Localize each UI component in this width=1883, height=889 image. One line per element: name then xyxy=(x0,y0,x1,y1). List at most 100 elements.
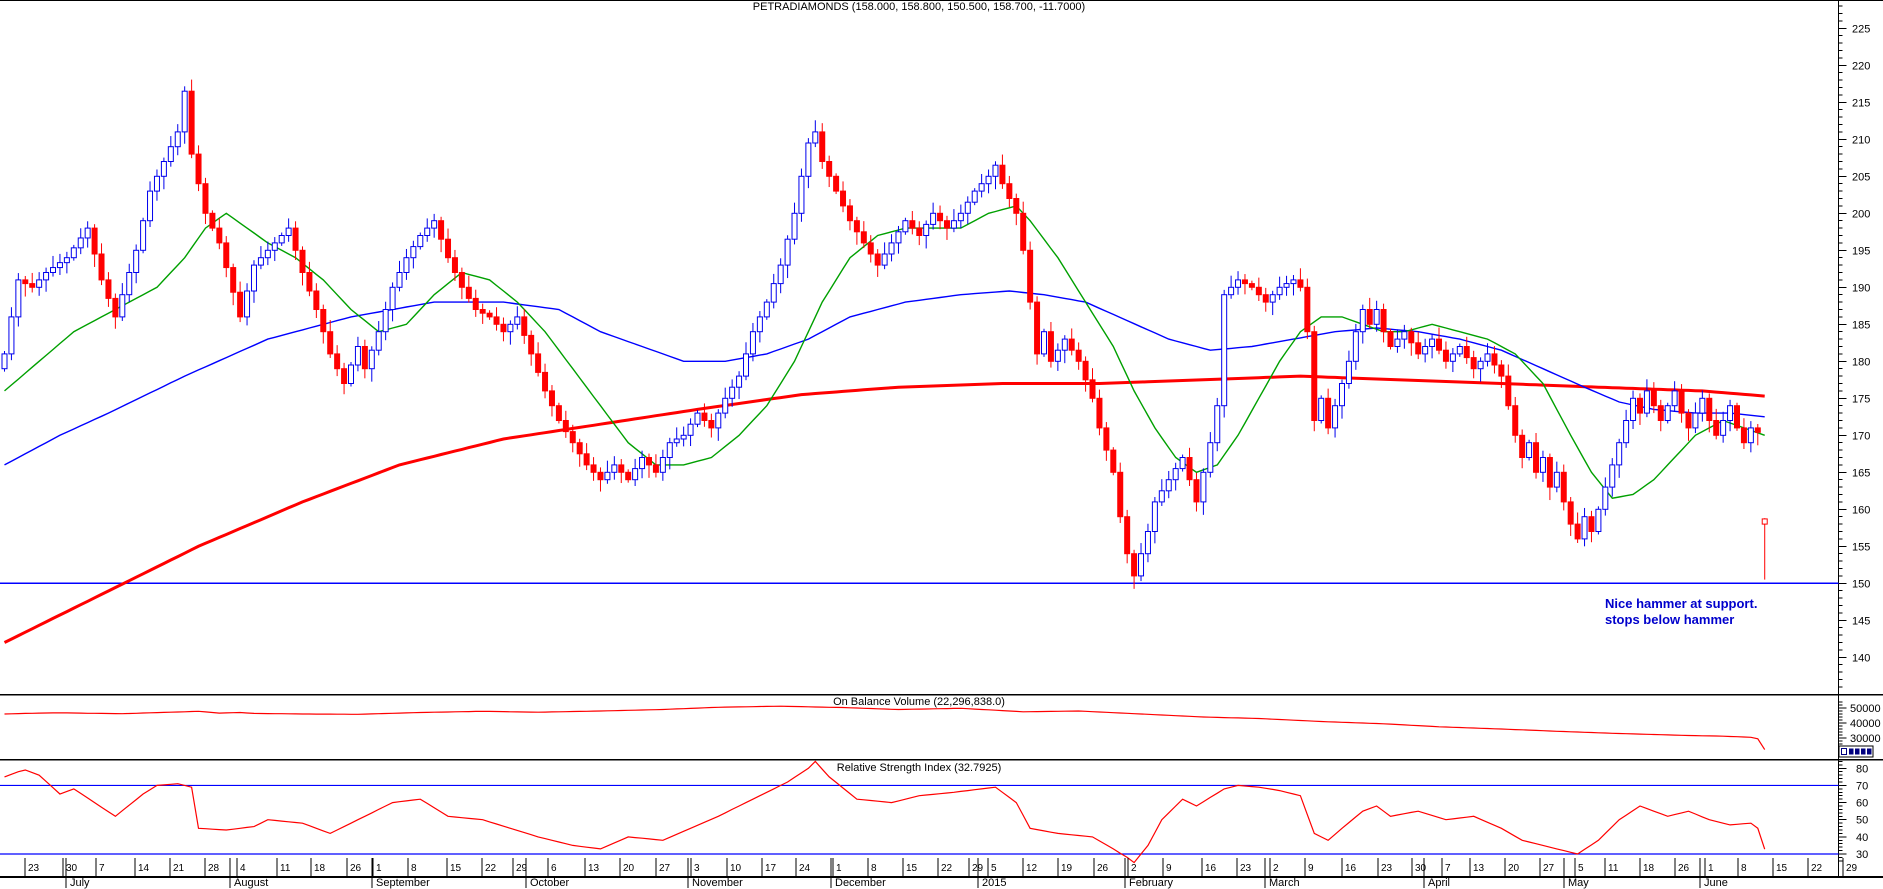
candle xyxy=(1054,349,1061,362)
candle xyxy=(943,220,950,229)
candle xyxy=(195,153,202,185)
candle xyxy=(216,227,223,244)
candle xyxy=(1068,338,1075,351)
svg-text:8: 8 xyxy=(1741,863,1747,874)
candle xyxy=(472,297,479,310)
svg-text:27: 27 xyxy=(1543,863,1555,874)
candle xyxy=(84,227,91,239)
candle xyxy=(1020,212,1027,251)
svg-text:2: 2 xyxy=(1131,863,1137,874)
candle xyxy=(1013,198,1020,214)
svg-text:13: 13 xyxy=(588,863,600,874)
candle xyxy=(1664,405,1671,422)
rsi-plot xyxy=(4,760,1766,864)
candle xyxy=(937,212,944,222)
candle xyxy=(846,205,853,222)
svg-text:150: 150 xyxy=(1852,578,1870,590)
candle xyxy=(1138,553,1145,577)
candle xyxy=(1352,331,1359,362)
candle xyxy=(174,131,181,148)
svg-text:1: 1 xyxy=(836,863,842,874)
candle xyxy=(112,297,119,318)
candle xyxy=(1692,412,1699,429)
candle xyxy=(521,316,528,336)
candle xyxy=(77,237,84,249)
candle xyxy=(341,368,348,385)
candle xyxy=(36,279,43,288)
candle xyxy=(909,220,916,229)
candle xyxy=(1623,420,1630,444)
candle xyxy=(1297,279,1304,288)
candle xyxy=(708,420,715,429)
candle xyxy=(916,227,923,237)
candle xyxy=(1699,397,1706,414)
candle xyxy=(1727,405,1734,422)
candle xyxy=(1519,434,1526,458)
hammer-candle xyxy=(1761,518,1768,525)
svg-text:18: 18 xyxy=(1643,863,1655,874)
candle xyxy=(375,331,382,351)
candle xyxy=(1533,442,1540,473)
candle xyxy=(1311,331,1318,422)
candle xyxy=(590,464,597,473)
panel-scroll-widget[interactable] xyxy=(1838,745,1874,758)
candle xyxy=(479,309,486,314)
candle xyxy=(1581,516,1588,540)
candle xyxy=(902,220,909,233)
candle xyxy=(895,231,902,244)
candle xyxy=(729,386,736,399)
candle xyxy=(389,286,396,310)
candle xyxy=(1436,338,1443,351)
candle xyxy=(673,438,680,444)
candle xyxy=(736,375,743,388)
candle xyxy=(1505,375,1512,407)
svg-text:24: 24 xyxy=(799,863,811,874)
candle xyxy=(1082,360,1089,381)
svg-text:26: 26 xyxy=(1678,863,1690,874)
candle xyxy=(1193,479,1200,503)
candle xyxy=(576,442,583,455)
svg-text:February: February xyxy=(1129,877,1174,889)
svg-text:2: 2 xyxy=(1273,863,1279,874)
candle xyxy=(153,175,160,192)
candle xyxy=(964,201,971,214)
obv-panel-title: On Balance Volume (22,296,838.0) xyxy=(833,696,1005,708)
candle xyxy=(1144,531,1151,555)
candle xyxy=(1027,249,1034,303)
candle xyxy=(812,131,819,144)
candle xyxy=(1200,471,1207,503)
candle xyxy=(1491,353,1498,366)
candle xyxy=(334,353,341,370)
widget-cell xyxy=(1855,748,1860,755)
candle xyxy=(1740,427,1747,444)
svg-text:205: 205 xyxy=(1852,171,1870,183)
svg-text:70: 70 xyxy=(1856,780,1868,792)
candle xyxy=(1387,331,1394,348)
candle xyxy=(763,301,770,318)
svg-text:80: 80 xyxy=(1856,763,1868,775)
candle xyxy=(244,290,251,318)
candle xyxy=(119,294,126,318)
candle xyxy=(1539,457,1546,473)
candle xyxy=(98,253,105,281)
svg-text:190: 190 xyxy=(1852,282,1870,294)
candle xyxy=(361,346,368,370)
svg-text:8: 8 xyxy=(871,863,877,874)
candle xyxy=(756,316,763,333)
text-annotation[interactable]: Nice hammer at support. stops below hamm… xyxy=(1605,596,1757,628)
candle xyxy=(840,190,847,207)
candle xyxy=(694,412,701,425)
candle xyxy=(1671,390,1678,407)
candle xyxy=(680,434,687,440)
candle xyxy=(438,220,445,240)
candle xyxy=(1041,331,1047,355)
candle xyxy=(971,190,978,203)
candle xyxy=(805,142,812,177)
svg-text:9: 9 xyxy=(1166,863,1172,874)
rsi-axis: 80 70 60 50 40 30 xyxy=(1838,760,1868,862)
candle xyxy=(1408,331,1415,344)
candle xyxy=(1567,501,1574,525)
candle xyxy=(1630,397,1637,421)
candle xyxy=(1685,412,1692,429)
